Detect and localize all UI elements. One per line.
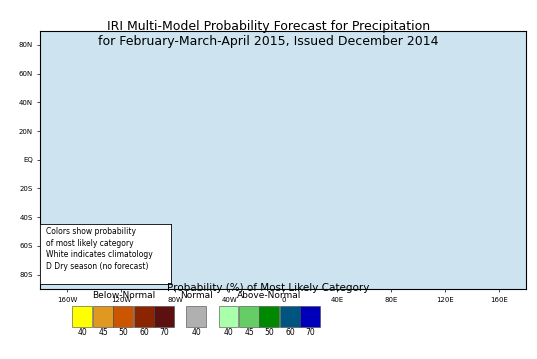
Text: 45: 45 — [244, 328, 254, 337]
Text: 70: 70 — [159, 328, 169, 337]
Text: 40: 40 — [78, 328, 88, 337]
Text: 50: 50 — [119, 328, 128, 337]
Text: 40: 40 — [224, 328, 234, 337]
Text: 60: 60 — [285, 328, 295, 337]
Text: Normal: Normal — [180, 292, 213, 300]
Text: Probability (%) of Most Likely Category: Probability (%) of Most Likely Category — [168, 283, 369, 293]
Text: 40: 40 — [192, 328, 201, 337]
Text: 60: 60 — [139, 328, 149, 337]
Text: Below-Normal: Below-Normal — [92, 292, 155, 300]
Text: 45: 45 — [98, 328, 108, 337]
Text: 70: 70 — [306, 328, 315, 337]
Text: 50: 50 — [265, 328, 274, 337]
Text: Above-Normal: Above-Normal — [237, 292, 302, 300]
Text: IRI Multi-Model Probability Forecast for Precipitation
for February-March-April : IRI Multi-Model Probability Forecast for… — [98, 20, 439, 48]
